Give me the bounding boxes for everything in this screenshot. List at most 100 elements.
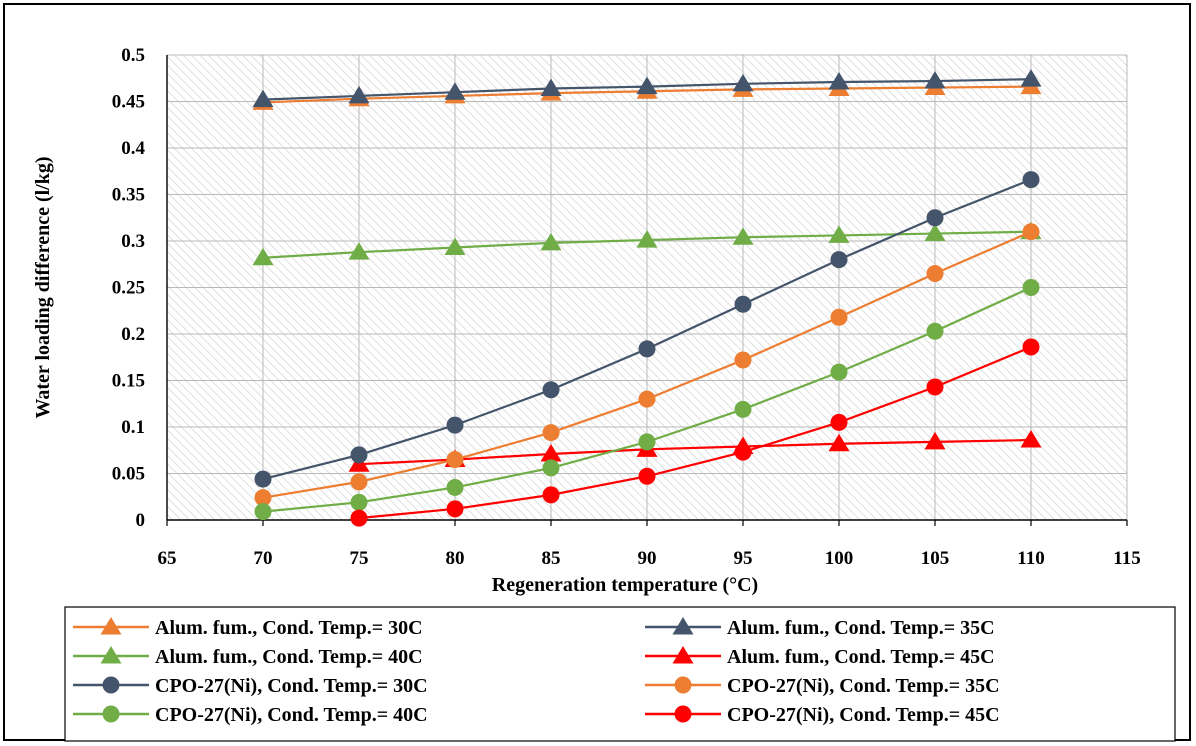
legend-swatch-marker (102, 676, 120, 694)
y-tick-label: 0.25 (112, 278, 145, 299)
series-6 (254, 223, 1040, 507)
x-tick-label: 85 (542, 548, 561, 569)
x-tick-label: 95 (734, 548, 753, 569)
data-point (446, 500, 464, 518)
y-tick-label: 0.45 (112, 92, 145, 113)
legend-item: CPO-27(Ni), Cond. Temp.= 30C (73, 675, 428, 697)
data-point (542, 459, 560, 477)
data-point (1020, 69, 1042, 87)
data-point (348, 85, 370, 104)
legend-item: Alum. fum., Cond. Temp.= 35C (645, 617, 995, 639)
legend-swatch-marker (100, 646, 122, 664)
legend-swatch-marker (674, 705, 692, 723)
data-point (350, 473, 368, 491)
x-tick-label: 115 (1113, 548, 1140, 569)
data-point (924, 431, 946, 450)
data-point (446, 451, 464, 469)
y-tick-label: 0.35 (112, 185, 145, 206)
data-point (254, 503, 272, 521)
data-point (446, 416, 464, 434)
data-point (446, 478, 464, 496)
data-point (350, 446, 368, 464)
legend-swatch-marker (100, 617, 122, 635)
y-tick-label: 0.2 (121, 324, 145, 345)
x-tick-label: 110 (1017, 548, 1044, 569)
data-point (734, 295, 752, 313)
legend-label: CPO-27(Ni), Cond. Temp.= 45C (727, 704, 1000, 726)
data-point (540, 232, 562, 251)
x-tick-label: 100 (825, 548, 854, 569)
x-axis-title: Regeneration temperature (°C) (492, 574, 758, 596)
data-point (828, 433, 850, 452)
series-layer (252, 69, 1042, 527)
data-point (734, 400, 752, 418)
axes (166, 55, 1128, 526)
data-point (926, 378, 944, 396)
data-point (732, 227, 754, 245)
data-point (542, 486, 560, 504)
x-tick-label: 80 (446, 548, 465, 569)
y-tick-label: 0 (136, 510, 146, 531)
x-tick-label: 70 (254, 548, 273, 569)
chart-svg: 0 0.05 0.1 0.15 0.2 0.25 0.3 0.35 0.4 0.45 0.5 65 70… (32, 45, 1176, 742)
data-point (252, 89, 274, 108)
data-point (252, 247, 274, 266)
data-point (636, 76, 658, 95)
x-tick-label: 75 (350, 548, 369, 569)
data-point (926, 322, 944, 340)
data-point (542, 381, 560, 399)
data-point (350, 493, 368, 511)
series-4 (348, 430, 1042, 472)
series-2 (252, 69, 1042, 108)
y-tick-label: 0.3 (121, 231, 145, 252)
data-point (732, 73, 754, 92)
data-point (830, 413, 848, 431)
data-point (1022, 338, 1040, 356)
data-point (542, 424, 560, 442)
data-point (540, 78, 562, 96)
legend-label: Alum. fum., Cond. Temp.= 40C (155, 646, 423, 668)
legend-swatch-marker (102, 705, 120, 723)
data-point (638, 390, 656, 408)
legend-label: Alum. fum., Cond. Temp.= 30C (155, 617, 423, 639)
tick-labels: 0 0.05 0.1 0.15 0.2 0.25 0.3 0.35 0.4 0.45 0.5 65 70… (112, 45, 1141, 569)
legend-item: Alum. fum., Cond. Temp.= 30C (73, 617, 423, 639)
legend-item: Alum. fum., Cond. Temp.= 45C (645, 646, 995, 668)
data-point (444, 82, 466, 100)
data-point (638, 340, 656, 358)
gridlines (167, 54, 1128, 520)
data-point (828, 71, 850, 90)
y-axis-title: Water loading difference (l/kg) (32, 156, 54, 418)
x-tick-label: 65 (158, 548, 177, 569)
y-tick-label: 0.15 (112, 371, 145, 392)
y-tick-label: 0.4 (121, 138, 145, 159)
series-7 (254, 279, 1040, 521)
legend-item: CPO-27(Ni), Cond. Temp.= 45C (645, 704, 1000, 726)
series-line (358, 346, 1032, 520)
legend-label: CPO-27(Ni), Cond. Temp.= 40C (155, 704, 428, 726)
data-point (638, 467, 656, 485)
legend-swatch-marker (672, 617, 694, 635)
legend-item: CPO-27(Ni), Cond. Temp.= 40C (73, 704, 428, 726)
legend-swatch-marker (672, 646, 694, 664)
series-8 (350, 338, 1040, 527)
data-point (1020, 430, 1042, 448)
data-point (1022, 171, 1040, 189)
legend-label: Alum. fum., Cond. Temp.= 35C (727, 617, 995, 639)
y-tick-label: 0.5 (121, 45, 145, 66)
data-point (734, 351, 752, 369)
legend-item: Alum. fum., Cond. Temp.= 40C (73, 646, 423, 668)
data-point (348, 242, 370, 260)
legend: Alum. fum., Cond. Temp.= 30C Alum. fum., … (73, 617, 1000, 726)
x-tick-label: 105 (921, 548, 950, 569)
x-tick-label: 90 (638, 548, 657, 569)
y-tick-label: 0.1 (121, 417, 145, 438)
data-point (254, 470, 272, 488)
data-point (636, 230, 658, 248)
data-point (1022, 279, 1040, 296)
data-point (540, 443, 562, 462)
data-point (926, 265, 944, 283)
data-point (638, 433, 656, 451)
data-point (1022, 223, 1040, 241)
data-point (830, 251, 848, 269)
